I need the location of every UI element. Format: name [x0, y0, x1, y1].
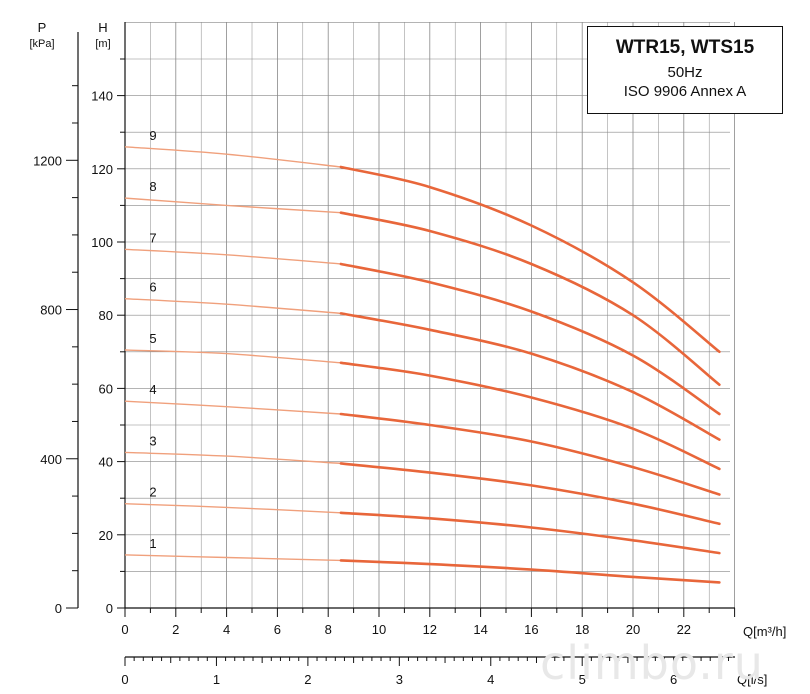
pump-curve-9	[339, 165, 721, 354]
flow-m3h-tick-label: 4	[223, 622, 230, 637]
pump-curve-8	[339, 211, 721, 386]
flow-m3h-tick-label: 10	[372, 622, 386, 637]
flow-m3h-tick-label: 12	[423, 622, 437, 637]
curve-label-9: 9	[149, 128, 156, 143]
pump-curve-4	[339, 412, 721, 496]
flow-m3h-tick-label: 22	[677, 622, 691, 637]
pressure-tick-label: 0	[55, 601, 62, 616]
pump-curve-5	[339, 361, 721, 471]
curve-label-6: 6	[149, 280, 156, 295]
pump-curve-2-extended	[124, 503, 341, 514]
head-tick-label: 20	[99, 528, 113, 543]
flow-m3h-tick-label: 18	[575, 622, 589, 637]
pump-curve-1	[339, 559, 721, 584]
chart-title-box: WTR15, WTS15 50Hz ISO 9906 Annex A	[587, 26, 783, 114]
head-tick-label: 40	[99, 455, 113, 470]
pump-curve-3	[339, 462, 721, 526]
flow-m3h-tick-label: 6	[274, 622, 281, 637]
flow-ls-tick-label: 1	[213, 672, 220, 687]
pump-curve-3-extended	[124, 451, 341, 465]
pressure-axis-unit: [kPa]	[29, 38, 54, 50]
flow-m3h-tick-label: 0	[121, 622, 128, 637]
head-tick-label: 140	[91, 89, 113, 104]
head-tick-label: 60	[99, 381, 113, 396]
pump-curve-7	[339, 262, 721, 416]
pump-curve-2	[339, 511, 721, 555]
head-tick-label: 120	[91, 162, 113, 177]
pressure-tick-label: 1200	[33, 153, 62, 168]
pressure-axis-label: P	[38, 20, 47, 35]
pressure-tick-label: 800	[40, 303, 62, 318]
curve-label-7: 7	[149, 230, 156, 245]
pressure-tick-label: 400	[40, 452, 62, 467]
flow-ls-tick-label: 4	[487, 672, 494, 687]
pump-curve-5-extended	[124, 349, 341, 364]
watermark-logo: climbo.ru	[540, 636, 764, 690]
head-tick-label: 0	[106, 601, 113, 616]
head-tick-label: 80	[99, 308, 113, 323]
flow-m3h-tick-label: 2	[172, 622, 179, 637]
flow-ls-axis-label: Q[l/s]	[737, 672, 767, 687]
flow-m3h-tick-label: 8	[325, 622, 332, 637]
flow-m3h-tick-label: 14	[473, 622, 487, 637]
flow-ls-tick-label: 2	[304, 672, 311, 687]
flow-ls-tick-label: 0	[121, 672, 128, 687]
curve-label-5: 5	[149, 331, 156, 346]
pump-curve-6	[339, 312, 721, 441]
curve-label-4: 4	[149, 382, 156, 397]
pump-curve-7-extended	[124, 248, 341, 265]
chart-title: WTR15, WTS15	[615, 37, 755, 58]
curve-label-1: 1	[149, 536, 156, 551]
pump-curve-8-extended	[124, 197, 341, 214]
curve-label-3: 3	[149, 433, 156, 448]
pump-curve-9-extended	[124, 146, 341, 168]
flow-ls-tick-label: 3	[396, 672, 403, 687]
flow-ls-tick-label: 6	[670, 672, 677, 687]
pump-curve-6-extended	[124, 298, 341, 315]
flow-m3h-tick-label: 20	[626, 622, 640, 637]
head-axis-label: H	[98, 20, 107, 35]
flow-m3h-axis-label: Q[m³/h]	[743, 624, 786, 639]
head-tick-label: 100	[91, 235, 113, 250]
chart-frequency: 50Hz	[667, 64, 703, 81]
curve-label-2: 2	[149, 485, 156, 500]
flow-m3h-tick-label: 16	[524, 622, 538, 637]
chart-standard: ISO 9906 Annex A	[623, 83, 747, 100]
flow-ls-tick-label: 5	[579, 672, 586, 687]
pump-curve-4-extended	[124, 400, 341, 415]
head-axis-unit: [m]	[95, 38, 110, 50]
pump-curve-1-extended	[124, 554, 341, 562]
curve-label-8: 8	[149, 179, 156, 194]
